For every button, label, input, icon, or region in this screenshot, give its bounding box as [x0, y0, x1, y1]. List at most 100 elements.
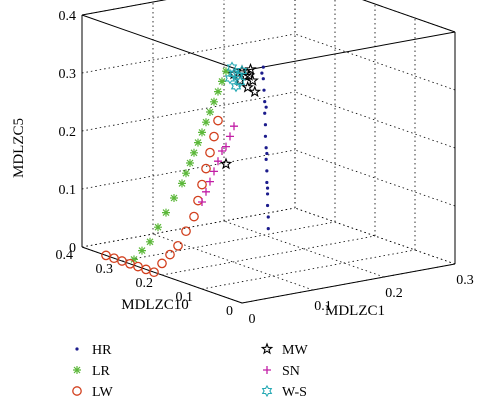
x-axis-label: MDLZC1 — [325, 303, 385, 319]
data-point — [241, 80, 254, 93]
legend-item: LW — [72, 385, 114, 400]
y-tick-label: 0.4 — [56, 248, 74, 263]
y-tick-label: 0.2 — [136, 276, 154, 291]
legend-label: SN — [282, 364, 300, 379]
series-lr — [130, 67, 230, 264]
data-point — [261, 77, 265, 81]
data-point — [206, 108, 214, 116]
grid-line — [152, 233, 314, 291]
data-point — [182, 169, 190, 178]
axes-box — [81, 0, 456, 304]
data-point — [232, 69, 244, 82]
y-tick-label: 0 — [226, 304, 233, 319]
y-tick-label: 0.3 — [96, 262, 114, 277]
data-point — [157, 258, 167, 269]
data-point — [222, 67, 230, 76]
grid-line — [81, 33, 296, 74]
legend-marker — [263, 366, 271, 374]
data-point — [244, 62, 257, 75]
data-point — [209, 131, 219, 142]
data-point — [202, 118, 210, 127]
data-point — [165, 249, 175, 260]
z-tick-label: 0 — [69, 241, 76, 256]
data-point — [246, 74, 259, 86]
data-point — [262, 88, 266, 92]
legend-marker — [73, 366, 81, 374]
series-sn — [198, 122, 238, 206]
legend-item: W-S — [261, 384, 307, 400]
data-point — [236, 64, 248, 78]
data-point — [226, 61, 238, 74]
series-w-s — [224, 61, 248, 93]
x-tick-label: 0 — [249, 312, 256, 327]
z-tick-label: 0.3 — [59, 67, 77, 82]
data-point — [218, 147, 226, 155]
data-point — [205, 147, 215, 158]
grid-line — [81, 149, 296, 190]
data-point — [218, 77, 226, 86]
data-point — [154, 223, 162, 232]
data-point — [230, 80, 242, 93]
data-point — [130, 255, 138, 264]
data-point — [222, 142, 230, 151]
data-point — [181, 226, 191, 237]
data-point — [162, 208, 170, 217]
data-point — [266, 226, 270, 231]
y-axis-label: MDLZC10 — [121, 297, 189, 313]
data-point — [178, 179, 186, 188]
data-point — [263, 134, 268, 138]
data-point — [190, 148, 198, 157]
grid-line — [161, 235, 376, 276]
legend-item: MW — [260, 342, 308, 358]
grid-line — [294, 149, 456, 207]
data-point — [194, 138, 202, 147]
axis-ticks: 00.10.20.300.10.20.30.400.10.20.30.4 — [56, 9, 474, 327]
data-point — [263, 111, 267, 115]
grid-line — [81, 0, 167, 16]
data-point — [265, 180, 269, 185]
data-point — [226, 132, 234, 141]
axis-line — [241, 263, 456, 304]
axis-line — [241, 31, 456, 72]
data-point — [234, 75, 246, 88]
data-point — [219, 157, 233, 170]
z-tick-label: 0.1 — [59, 183, 77, 198]
grid-line — [294, 207, 456, 265]
grid-line — [121, 221, 336, 262]
data-point — [146, 237, 154, 246]
axis-line — [81, 0, 167, 16]
x-tick-label: 0.3 — [456, 273, 474, 288]
data-point — [266, 215, 270, 219]
data-point — [263, 123, 268, 127]
legend-label: LR — [92, 364, 111, 379]
data-point — [193, 195, 203, 206]
data-point — [264, 157, 268, 161]
data-point — [230, 122, 238, 131]
legend-marker — [260, 342, 274, 355]
data-point — [198, 128, 206, 137]
data-point — [265, 169, 269, 173]
legend-marker — [261, 384, 273, 398]
data-point — [201, 163, 211, 174]
legend-item: SN — [263, 364, 300, 379]
data-point — [265, 203, 270, 208]
legend-label: LW — [92, 385, 114, 400]
data-point — [186, 159, 194, 167]
data-point — [264, 105, 268, 109]
data-point — [138, 246, 146, 255]
x-tick-label: 0.2 — [385, 286, 403, 301]
legend-marker — [72, 386, 82, 396]
data-point — [248, 85, 262, 98]
grid-line — [81, 91, 296, 132]
axis-line — [81, 14, 243, 72]
data-point — [265, 151, 269, 156]
axis-line — [362, 0, 456, 33]
y-tick-label: 0.1 — [176, 290, 194, 305]
grid-line — [201, 249, 416, 290]
data-point — [202, 187, 210, 196]
grid-line — [294, 91, 456, 149]
data-point — [170, 194, 178, 202]
data-point — [206, 177, 214, 186]
data-point — [173, 240, 183, 251]
